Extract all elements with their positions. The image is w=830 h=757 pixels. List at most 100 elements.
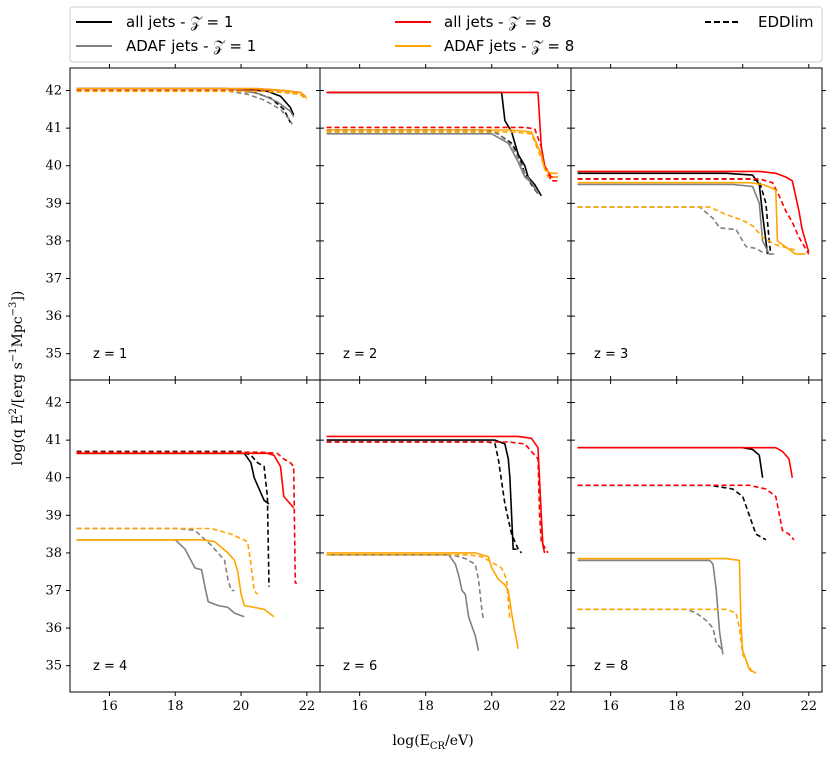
series-line-adaf1-eddlim (76, 527, 235, 592)
series-line-adaf1 (326, 133, 539, 195)
series-line-all1-eddlim (326, 441, 523, 554)
series-line-all8-eddlim (326, 126, 558, 182)
series-group (577, 446, 795, 674)
series-line-all1 (326, 439, 517, 550)
panel-2: z = 2 (316, 64, 575, 384)
series-line-all8 (76, 452, 295, 509)
series-line-all1-eddlim (577, 178, 772, 255)
y-tick-label: 36 (45, 309, 62, 324)
panel-5: 16 18 20 22 z = 6 (316, 376, 575, 714)
x-tick-label: 20 (233, 699, 250, 714)
series-group (76, 450, 297, 618)
series-line-adaf8 (326, 129, 558, 175)
x-tick-label: 22 (550, 699, 567, 714)
y-tick-label: 38 (45, 234, 62, 249)
y-tick-label: 42 (45, 396, 62, 411)
series-line-adaf8-eddlim (577, 206, 796, 252)
series-group (577, 170, 810, 255)
panel-label: z = 1 (93, 347, 127, 362)
series-line-adaf1 (76, 87, 295, 118)
legend-label-edd: EDDlim (758, 13, 814, 31)
series-line-adaf8 (76, 539, 275, 618)
panel-label: z = 2 (343, 347, 377, 362)
x-tick-label: 16 (351, 699, 368, 714)
legend-entry-all8: all jets - 𝒵 = 8 (395, 13, 551, 31)
legend-entry-adaf1: ADAF jets - 𝒵 = 1 (76, 37, 256, 55)
y-tick-label: 42 (45, 84, 62, 99)
legend-label-all1: all jets - 𝒵 = 1 (126, 13, 233, 31)
x-tick-label: 16 (602, 699, 619, 714)
x-tick-label: 18 (668, 699, 685, 714)
series-line-all1 (76, 87, 295, 116)
series-line-adaf1-eddlim (76, 89, 293, 125)
panel-label: z = 4 (93, 659, 127, 674)
panel-1: 35 36 37 38 39 40 41 42 z = 1 (45, 64, 324, 384)
series-line-adaf1-eddlim (577, 608, 724, 652)
x-tick-label: 18 (417, 699, 434, 714)
y-tick-label: 36 (45, 621, 62, 636)
series-line-all8-eddlim (577, 484, 795, 541)
y-tick-label: 40 (45, 471, 62, 486)
x-axis-title: log(ECR/eV) (392, 733, 473, 752)
y-tick-label: 35 (45, 347, 62, 362)
series-group (326, 91, 558, 197)
legend-label-adaf1: ADAF jets - 𝒵 = 1 (126, 37, 256, 55)
x-tick-label: 20 (734, 699, 751, 714)
y-tick-label: 39 (45, 196, 62, 211)
legend-entry-all1: all jets - 𝒵 = 1 (76, 13, 233, 31)
series-group (326, 435, 549, 651)
series-group (76, 87, 308, 125)
series-line-adaf8-eddlim (326, 131, 558, 178)
legend-box (69, 6, 823, 63)
legend-entry-edd: EDDlim (705, 13, 814, 31)
x-tick-label: 18 (167, 699, 184, 714)
y-tick-label: 41 (45, 433, 62, 448)
panel-label: z = 8 (594, 659, 628, 674)
series-line-all1 (76, 452, 270, 505)
series-line-all8-eddlim (76, 451, 297, 584)
panel-3: z = 3 (567, 64, 826, 384)
series-line-adaf8-eddlim (76, 527, 259, 595)
series-line-all1-eddlim (326, 129, 539, 195)
y-tick-label: 39 (45, 508, 62, 523)
panel-frame (570, 67, 823, 381)
series-line-adaf8-eddlim (326, 554, 511, 621)
x-tick-label: 22 (299, 699, 316, 714)
panel-4: 16 18 20 22 35 36 37 38 39 40 41 42 z = 4 (45, 376, 324, 714)
series-line-all1-eddlim (76, 450, 270, 587)
series-line-all1 (577, 446, 764, 478)
legend-label-adaf8: ADAF jets - 𝒵 = 8 (444, 37, 574, 55)
series-line-adaf1-eddlim (326, 554, 485, 621)
panel-frame (570, 379, 823, 693)
panel-frame (319, 67, 572, 381)
panel-6: 16 18 20 22 z = 8 (567, 376, 826, 714)
series-line-all8 (577, 170, 810, 253)
legend-label-all8: all jets - 𝒵 = 8 (444, 13, 551, 31)
y-axis-title: log(q E2/[erg s−1Mpc−3]) (8, 291, 26, 466)
series-line-adaf1 (326, 554, 480, 651)
series-line-adaf8 (577, 557, 757, 674)
series-line-adaf1-eddlim (326, 131, 539, 193)
series-line-adaf1 (76, 539, 245, 618)
series-line-adaf1-eddlim (577, 206, 763, 253)
panels: 35 36 37 38 39 40 41 42 z = 1 z = 2 z = 3 16 18 20 22 3… (45, 64, 826, 714)
panel-frame (69, 379, 321, 693)
x-tick-label: 20 (483, 699, 500, 714)
y-tick-label: 38 (45, 546, 62, 561)
x-tick-label: 22 (801, 699, 818, 714)
series-line-adaf8-eddlim (76, 90, 308, 101)
y-tick-label: 37 (45, 584, 62, 599)
series-line-all1-eddlim (76, 89, 292, 123)
y-tick-label: 41 (45, 121, 62, 136)
panel-frame (69, 67, 321, 381)
legend: all jets - 𝒵 = 1 ADAF jets - 𝒵 = 1 all j… (69, 6, 823, 63)
y-tick-label: 35 (45, 659, 62, 674)
series-line-adaf8 (326, 552, 519, 649)
y-tick-label: 40 (45, 159, 62, 174)
series-line-all8-eddlim (577, 178, 810, 255)
series-line-adaf1 (577, 559, 724, 655)
series-line-adaf8 (76, 87, 308, 99)
series-line-all1-eddlim (577, 484, 767, 541)
series-line-adaf8 (577, 181, 806, 255)
series-line-all8-eddlim (326, 441, 549, 554)
